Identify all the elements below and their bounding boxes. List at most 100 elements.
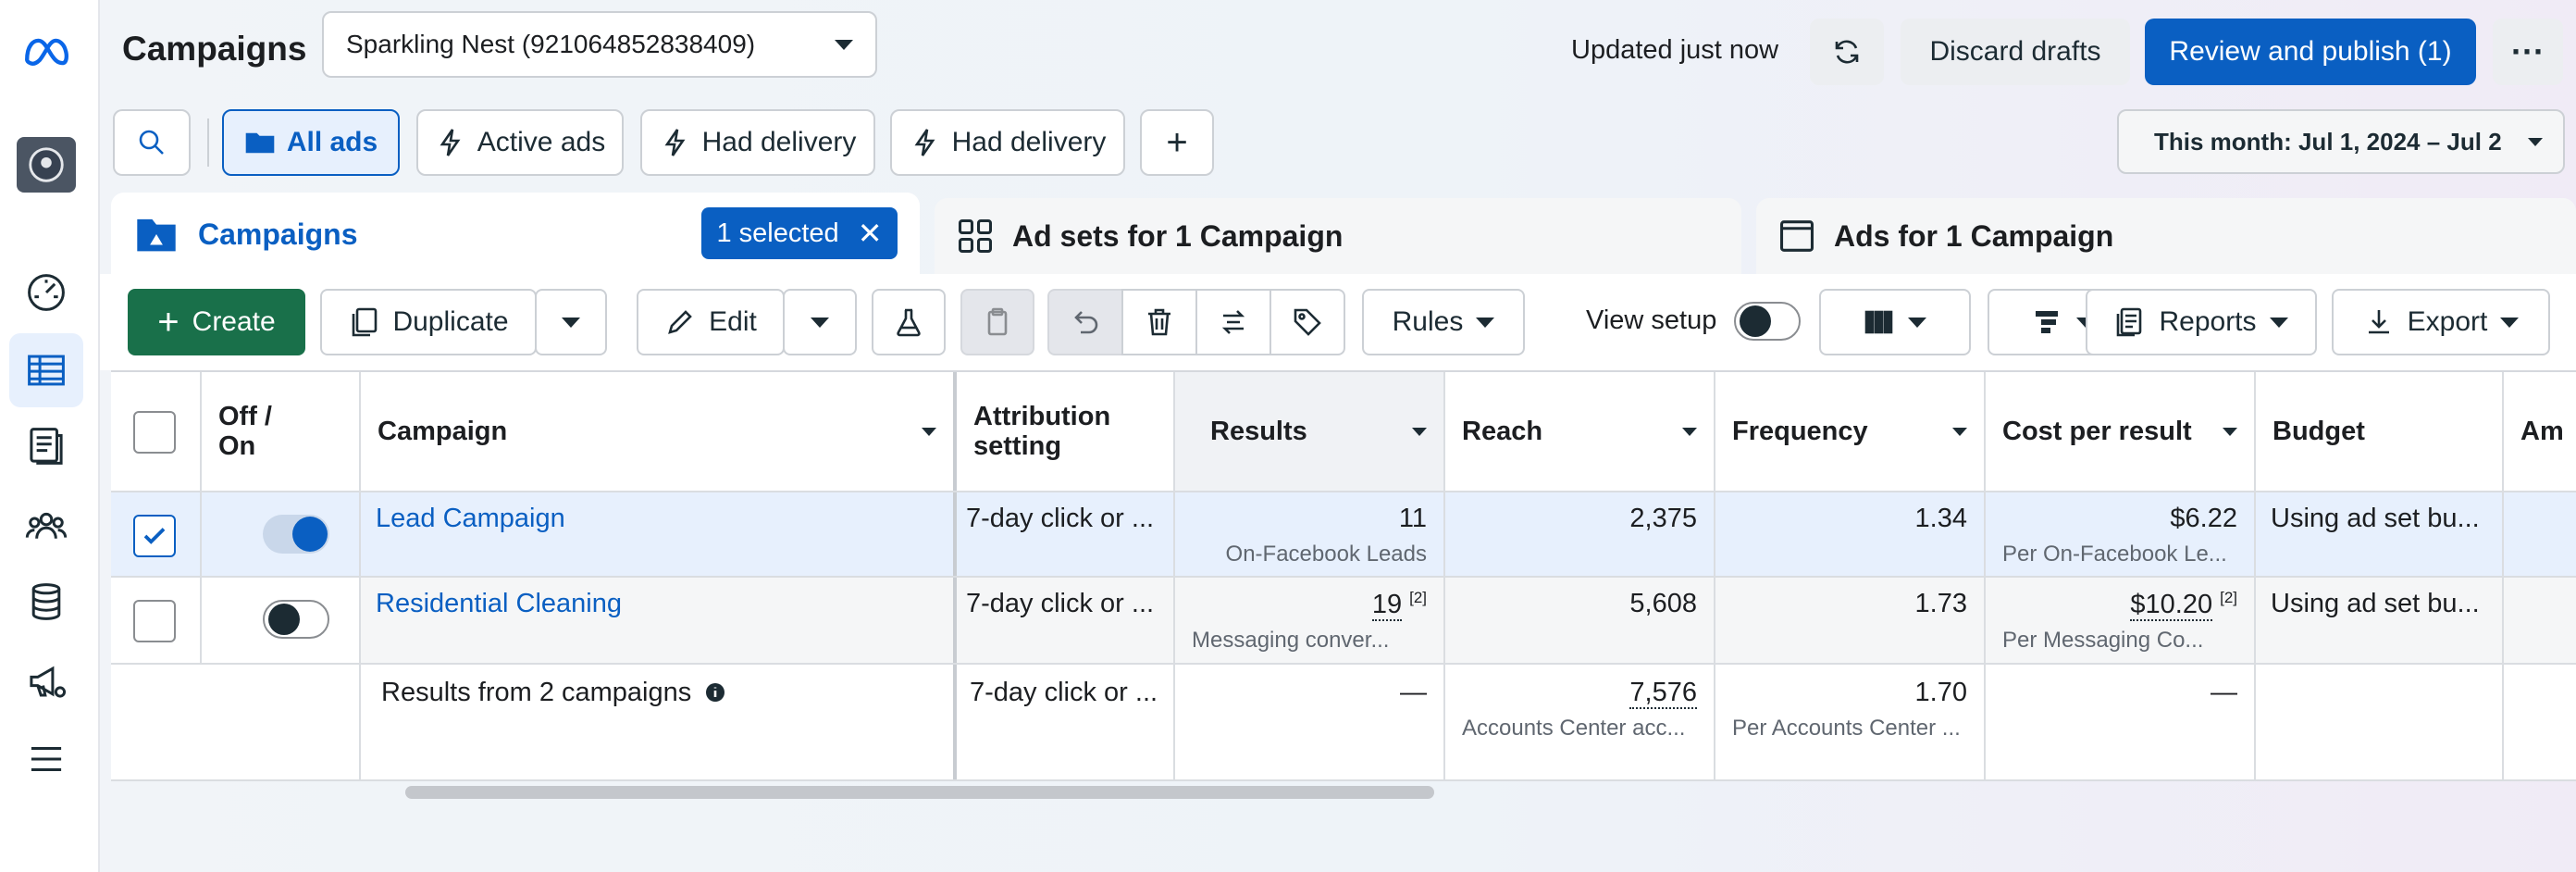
info-icon[interactable] [704,681,726,704]
had-delivery-filter-1[interactable]: Had delivery [640,109,875,176]
summary-spacer [111,665,361,779]
campaigns-table-icon[interactable] [22,346,70,394]
campaign-name-link[interactable]: Lead Campaign [361,492,957,576]
summary-frequency-cell: 1.70 Per Accounts Center ... [1715,665,1986,779]
columns-button[interactable] [1819,289,1971,355]
divider [207,118,209,167]
search-button[interactable] [113,109,191,176]
campaign-toggle-on[interactable] [263,515,329,554]
ab-test-button[interactable] [872,289,946,355]
summary-budget [2256,665,2504,779]
export-button[interactable]: Export [2332,289,2550,355]
rules-button[interactable]: Rules [1362,289,1525,355]
column-header-campaign[interactable]: Campaign [361,372,957,491]
account-avatar[interactable] [17,137,76,193]
advertising-megaphone-icon[interactable] [22,657,70,705]
tag-button[interactable] [1269,289,1345,355]
billing-coins-icon[interactable] [22,578,70,626]
duplicate-icon [353,307,378,337]
create-label: Create [192,306,276,337]
column-header-cost-per-result[interactable]: Cost per result [1986,372,2256,491]
horizontal-scrollbar[interactable] [405,786,1434,799]
duplicate-menu-button[interactable] [535,289,607,355]
cost-cell: $6.22 Per On-Facebook Le... [1986,492,2256,576]
select-all-cell [111,372,202,491]
budget-cell: Using ad set bu... [2256,578,2504,663]
campaign-folder-icon [137,218,176,252]
column-header-off-on[interactable]: Off / On [202,372,361,491]
column-header-budget[interactable]: Budget [2256,372,2504,491]
clipboard-button[interactable] [960,289,1034,355]
account-selector[interactable]: Sparkling Nest (921064852838409) [322,11,877,78]
chevron-down-icon [1476,317,1495,328]
column-cost-label: Cost per result [2002,416,2192,446]
chevron-down-icon [2269,317,2288,328]
page-title: Campaigns [122,30,307,68]
pages-icon[interactable] [22,422,70,470]
summary-amount [2504,665,2576,779]
edit-button[interactable]: Edit [637,289,785,355]
active-ads-filter[interactable]: Active ads [416,109,624,176]
dashboard-gauge-icon[interactable] [22,268,70,317]
view-setup-label: View setup [1586,305,1717,335]
toolbar: + Create Duplicate Edit Rules View setup [100,274,2576,370]
table-row[interactable]: Lead Campaign 7-day click or ... 11 On-F… [111,492,2576,578]
tab-ads[interactable]: Ads for 1 Campaign [1756,198,2576,274]
tab-ad-sets[interactable]: Ad sets for 1 Campaign [935,198,1741,274]
refresh-button[interactable] [1810,19,1884,85]
toggle-knob [292,517,328,552]
column-header-attribution[interactable]: Attribution setting [957,372,1175,491]
undo-button[interactable] [1047,289,1123,355]
select-all-checkbox[interactable] [133,411,176,454]
more-options-button[interactable]: ··· [2493,19,2563,85]
results-type: On-Facebook Leads [1225,542,1427,567]
delete-button[interactable] [1121,289,1197,355]
date-range-picker[interactable]: This month: Jul 1, 2024 – Jul 2 [2117,109,2565,174]
plus-icon: + [157,301,180,343]
chevron-down-icon [2528,137,2543,146]
add-filter-button[interactable]: + [1140,109,1214,176]
column-budget-label: Budget [2273,416,2365,446]
export-label: Export [2407,306,2488,337]
more-horizontal-icon: ··· [2511,32,2545,70]
reports-button[interactable]: Reports [2086,289,2317,355]
ad-window-icon [1780,220,1814,252]
column-reach-label: Reach [1462,416,1543,446]
share-button[interactable] [1195,289,1271,355]
duplicate-button[interactable]: Duplicate [320,289,537,355]
close-icon[interactable]: ✕ [857,217,883,250]
row-checkbox[interactable] [133,600,176,642]
column-header-amount[interactable]: Am [2504,372,2576,491]
campaigns-table: Off / On Campaign Attribution setting Re… [111,370,2576,781]
ad-sets-grid-icon [959,219,992,253]
tab-ad-sets-label: Ad sets for 1 Campaign [1012,218,1344,253]
edit-menu-button[interactable] [783,289,857,355]
selected-chip[interactable]: 1 selected ✕ [701,207,898,259]
create-button[interactable]: + Create [128,289,305,355]
toggle-knob [1740,305,1771,337]
meta-logo-icon[interactable] [22,28,70,76]
had-delivery-filter-2[interactable]: Had delivery [890,109,1125,176]
reach-cell: 2,375 [1445,492,1715,576]
audiences-icon[interactable] [22,502,70,550]
summary-reach: 7,576 [1629,678,1697,709]
attribution-cell: 7-day click or ... [957,578,1175,663]
summary-label-cell: Results from 2 campaigns [361,665,957,779]
view-setup-toggle[interactable] [1734,302,1801,341]
selected-count: 1 selected [716,218,839,248]
column-header-reach[interactable]: Reach [1445,372,1715,491]
all-ads-filter[interactable]: All ads [222,109,400,176]
campaign-toggle-off[interactable] [263,600,329,639]
summary-reach-cell: 7,576 Accounts Center acc... [1445,665,1715,779]
menu-icon[interactable] [22,735,70,783]
discard-drafts-button[interactable]: Discard drafts [1901,19,2130,85]
review-publish-button[interactable]: Review and publish (1) [2145,19,2476,85]
row-checkbox[interactable] [133,515,176,557]
campaign-name-link[interactable]: Residential Cleaning [361,578,957,663]
column-frequency-label: Frequency [1732,416,1868,446]
refresh-icon [1835,40,1859,64]
clipboard-icon [987,307,1008,336]
table-row[interactable]: Residential Cleaning 7-day click or ... … [111,578,2576,665]
column-header-results[interactable]: Results [1175,372,1445,491]
column-header-frequency[interactable]: Frequency [1715,372,1986,491]
